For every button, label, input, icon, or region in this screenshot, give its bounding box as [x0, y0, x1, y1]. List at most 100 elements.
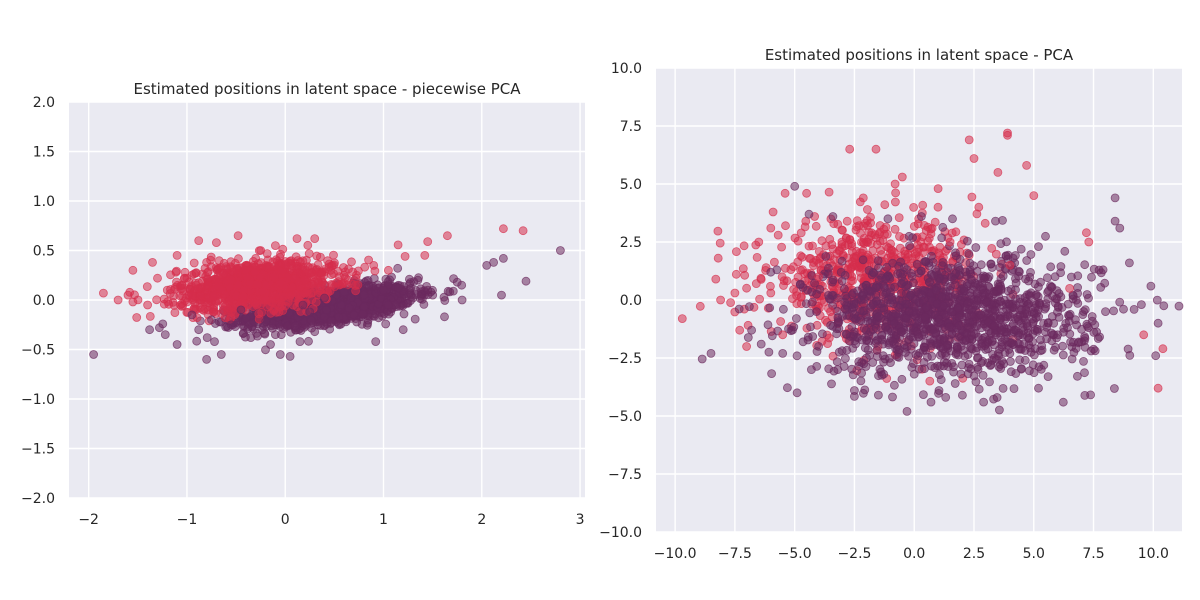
scatter-point	[891, 197, 900, 207]
scatter-point	[316, 268, 326, 278]
scatter-point	[962, 329, 972, 338]
scatter-point	[920, 312, 930, 322]
scatter-point	[369, 274, 379, 283]
scatter-point	[1110, 193, 1120, 203]
scatter-point	[711, 274, 721, 284]
y-tick-label: −1.0	[21, 392, 55, 408]
scatter-point	[423, 237, 433, 247]
scatter-point	[860, 294, 869, 304]
scatter-point	[410, 314, 420, 324]
scatter-point	[767, 369, 776, 379]
scatter-point	[1003, 130, 1012, 140]
scatter-point	[1125, 350, 1135, 360]
y-tick-label: 1.5	[33, 145, 55, 161]
scatter-point	[497, 290, 506, 300]
scatter-point	[823, 339, 832, 349]
scatter-point	[713, 253, 723, 263]
x-tick-label: −5.0	[778, 546, 812, 562]
y-tick-label: 0.0	[620, 293, 642, 309]
scatter-point	[440, 296, 450, 305]
scatter-point	[280, 301, 290, 311]
scatter-point	[209, 291, 219, 301]
scatter-point	[238, 292, 248, 301]
scatter-point	[304, 336, 313, 346]
scatter-point	[894, 213, 904, 223]
scatter-point	[371, 337, 381, 347]
scatter-point	[153, 273, 162, 283]
scatter-point	[995, 314, 1005, 324]
scatter-point	[989, 321, 999, 331]
scatter-point	[742, 283, 751, 293]
scatter-point	[881, 222, 891, 232]
scatter-point	[216, 350, 226, 359]
scatter-point	[802, 188, 811, 198]
scatter-point	[845, 144, 855, 154]
scatter-point	[243, 324, 253, 334]
scatter-point	[936, 375, 946, 385]
scatter-point	[998, 307, 1008, 317]
scatter-point	[1146, 281, 1156, 291]
scatter-point	[847, 322, 857, 332]
scatter-point	[489, 257, 499, 267]
scatter-point	[1080, 333, 1090, 343]
scatter-point	[873, 311, 883, 321]
x-tick-labels: −10.0 −7.5 −5.0 −2.5 0.0 2.5 5.0 7.5 10.0	[654, 546, 1169, 562]
scatter-point	[292, 234, 302, 244]
scatter-point	[935, 361, 945, 371]
scatter-point	[795, 280, 805, 290]
x-tick-label: −10.0	[654, 546, 697, 562]
scatter-point	[270, 330, 280, 340]
scatter-point	[253, 280, 263, 289]
scatter-point	[202, 333, 212, 343]
scatter-point	[1032, 326, 1042, 336]
scatter-point	[833, 365, 843, 375]
scatter-point	[399, 309, 409, 319]
scatter-point	[812, 307, 821, 317]
scatter-point	[1022, 321, 1032, 331]
scatter-point	[965, 304, 974, 314]
scatter-point	[941, 392, 951, 402]
scatter-point	[180, 267, 190, 277]
scatter-point	[295, 337, 305, 347]
scatter-point	[821, 251, 831, 261]
scatter-point	[919, 327, 929, 337]
scatter-point	[349, 310, 359, 320]
scatter-point	[256, 246, 266, 255]
scatter-point	[869, 268, 879, 278]
scatter-point	[855, 306, 865, 316]
scatter-point	[954, 313, 964, 322]
scatter-point	[142, 282, 152, 292]
scatter-point	[1029, 350, 1039, 360]
scatter-point	[1023, 299, 1033, 309]
scatter-point	[972, 300, 982, 310]
scatter-point	[1007, 338, 1017, 348]
scatter-point	[854, 361, 864, 371]
scatter-point	[290, 321, 300, 331]
scatter-point	[995, 405, 1004, 415]
scatter-point	[777, 242, 786, 252]
scatter-point	[873, 335, 882, 345]
scatter-point	[261, 280, 271, 290]
scatter-point	[726, 298, 735, 308]
scatter-point	[226, 320, 236, 330]
scatter-point	[251, 253, 261, 263]
scatter-point	[195, 291, 205, 301]
scatter-point	[210, 337, 219, 347]
scatter-point	[964, 249, 974, 259]
scatter-point	[953, 303, 963, 313]
scatter-point	[250, 267, 260, 277]
scatter-point	[937, 233, 947, 243]
scatter-point	[998, 383, 1008, 393]
scatter-point	[934, 386, 944, 395]
scatter-point	[1036, 364, 1046, 374]
scatter-point	[958, 390, 967, 400]
x-tick-label: 7.5	[1082, 546, 1104, 562]
scatter-point	[1013, 312, 1022, 322]
scatter-point	[925, 376, 935, 386]
scatter-point	[170, 308, 180, 318]
scatter-point	[1042, 322, 1052, 332]
scatter-point	[906, 290, 916, 300]
scatter-point	[1079, 307, 1088, 316]
scatter-point	[128, 265, 138, 275]
scatter-point	[1119, 304, 1128, 314]
